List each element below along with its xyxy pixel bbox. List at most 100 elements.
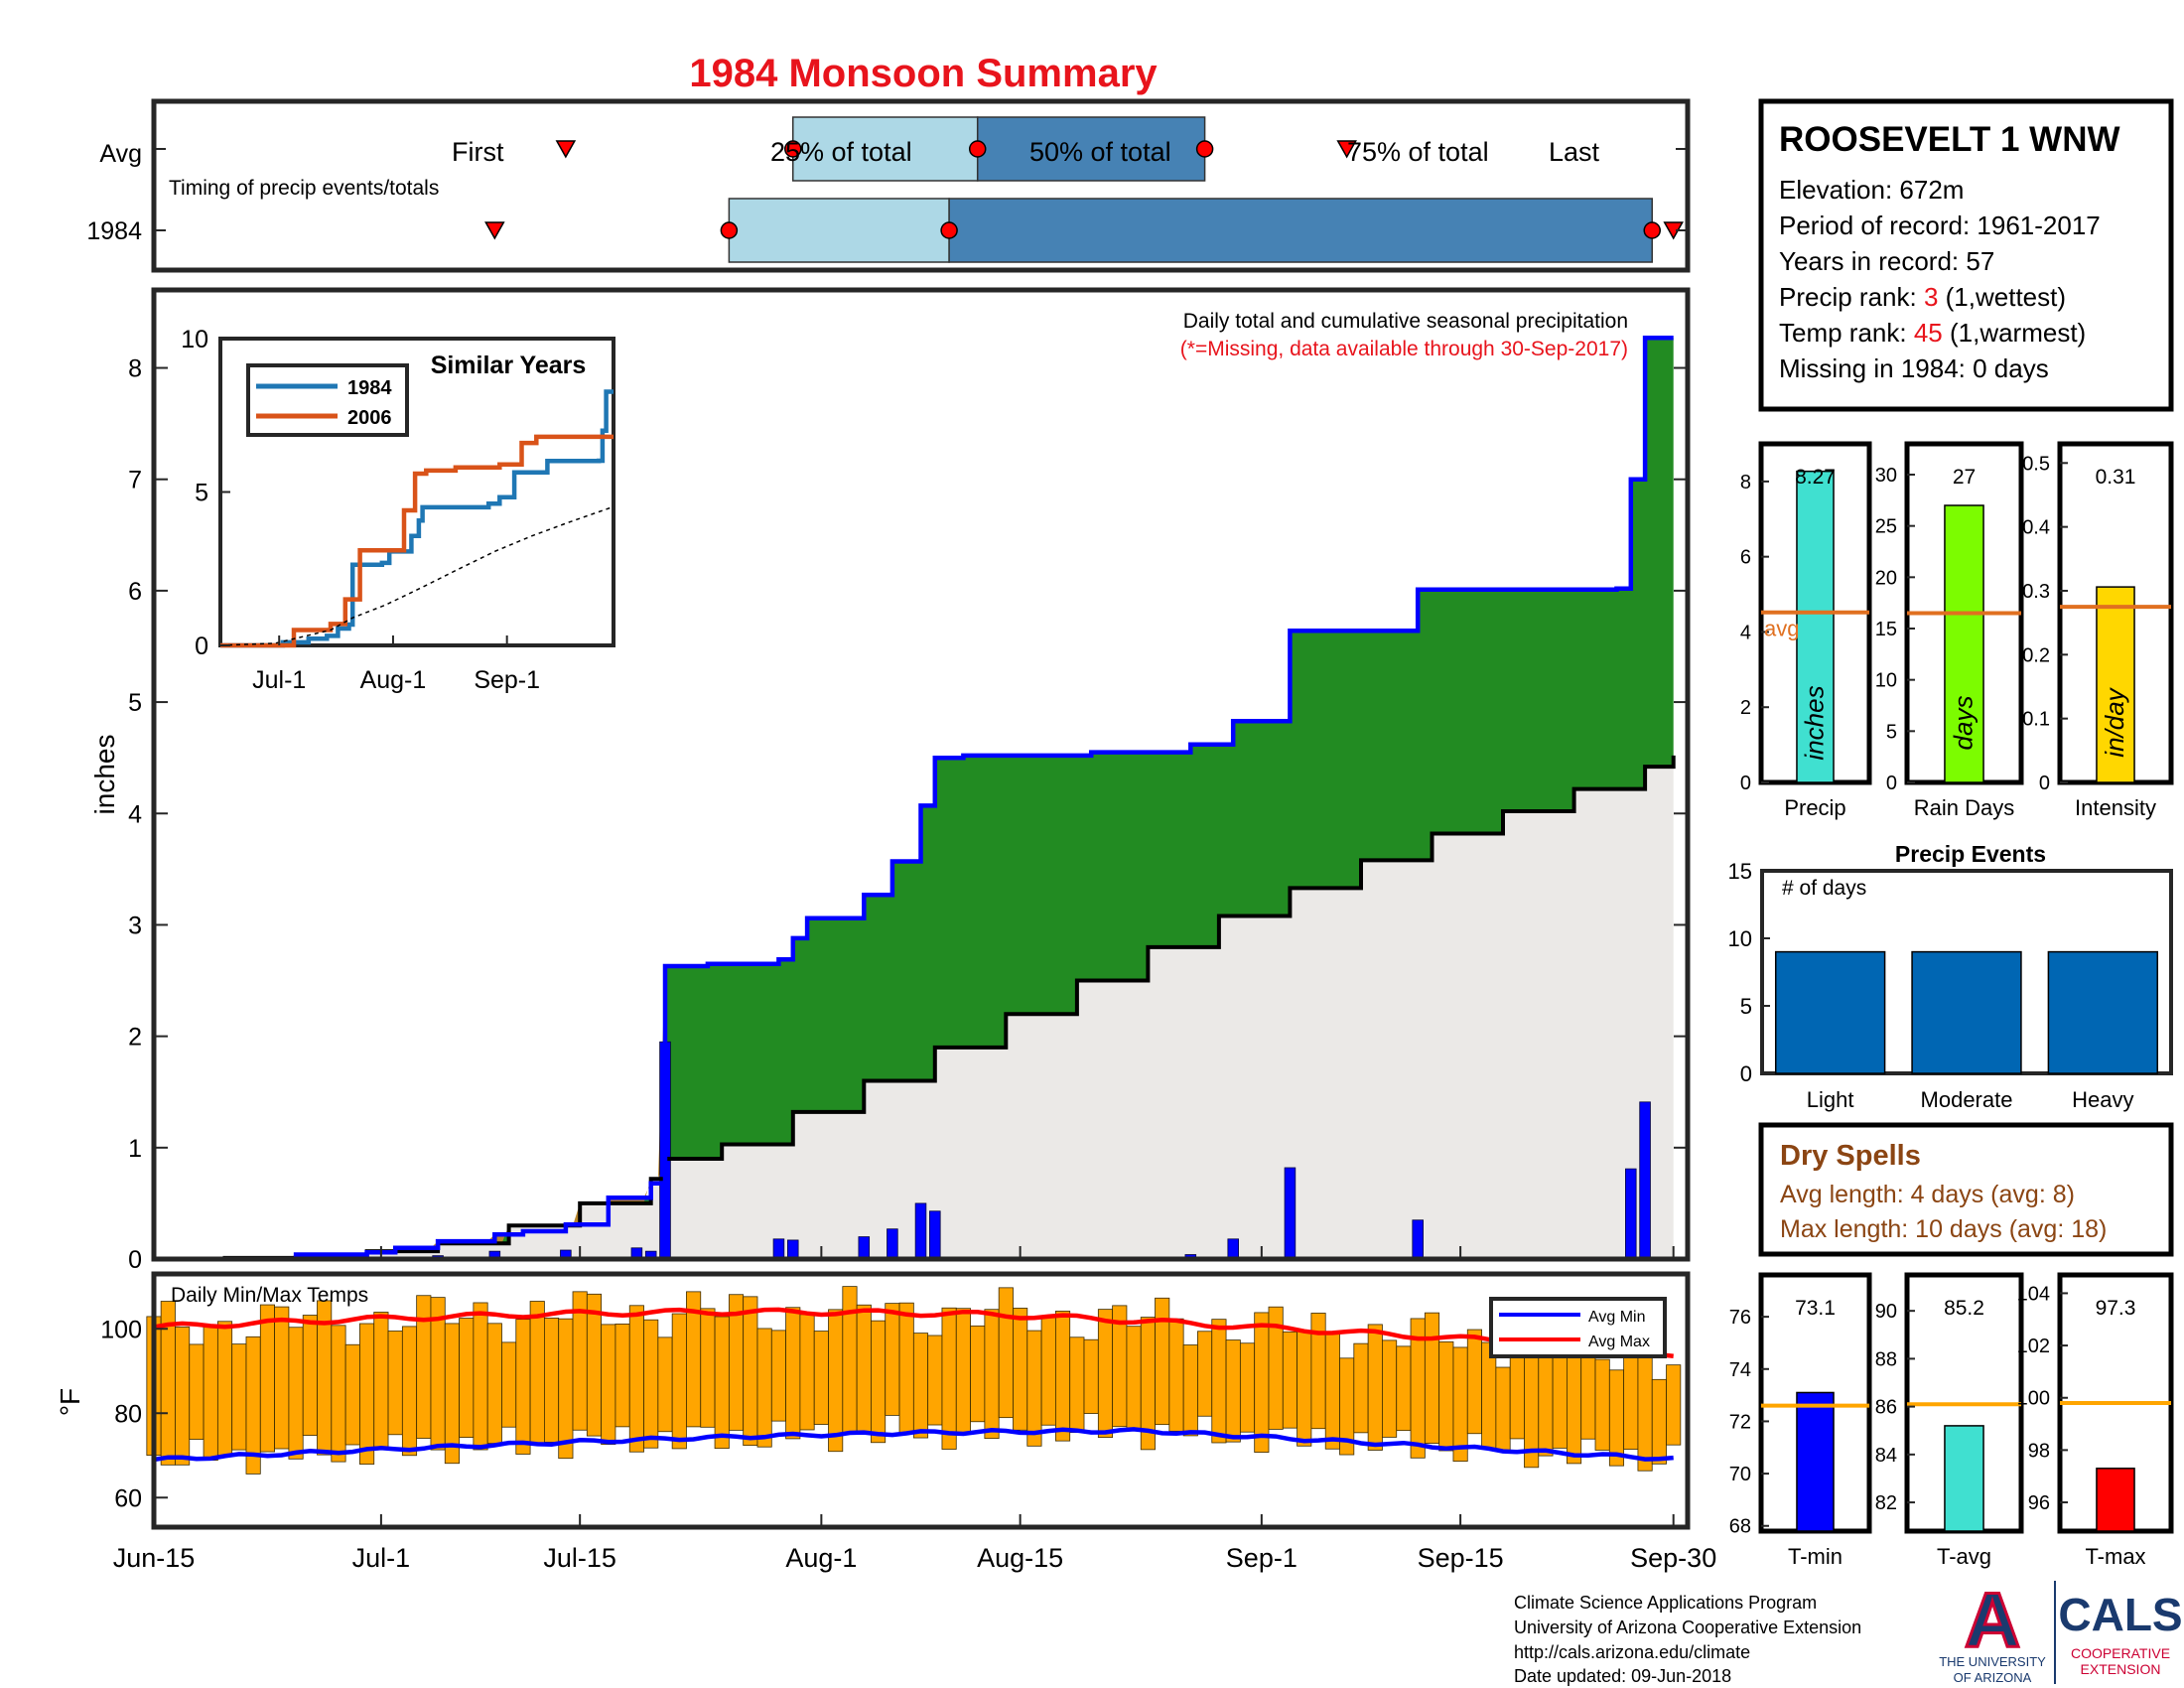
precip_bar-unit-label: inches: [1800, 685, 1830, 760]
daily-temp-bar: [216, 1321, 233, 1457]
inset-ytick-label-1: 5: [195, 480, 208, 507]
intensity_bar-ytick-label-1: 0.1: [2022, 709, 2050, 731]
temp-ytick-label-1: 80: [114, 1400, 142, 1428]
timing-marker-p75-avg: [1195, 140, 1214, 158]
temps-legend-box: [1489, 1297, 1667, 1358]
daily-temp-bar: [671, 1313, 687, 1450]
dry-spells-box: Dry Spells Avg length: 4 days (avg: 8) M…: [1758, 1122, 2174, 1257]
station-period: Period of record: 1961-2017: [1779, 211, 2101, 240]
date-tick-label-4: Aug-15: [977, 1543, 1063, 1573]
legend-avg-max-label: Avg Max: [1588, 1334, 1650, 1350]
intensity_bar-label: Intensity: [2075, 795, 2156, 820]
raindays_bar-label: Rain Days: [1914, 795, 2014, 820]
precip-ytick-label-0: 0: [128, 1246, 142, 1274]
precip_bar-ytick-label-0: 0: [1740, 773, 1751, 794]
daily-temp-bar: [813, 1331, 829, 1425]
inset-series-1984: [220, 389, 614, 648]
daily-temp-bar: [1055, 1311, 1071, 1442]
daily-temp-bar: [828, 1309, 844, 1453]
daily-temp-bar: [1594, 1358, 1610, 1451]
daily-precip-bar-9: [887, 1228, 898, 1260]
tmin_bar-value-bar: [1796, 1391, 1835, 1532]
temps-legend: Avg Min Avg Max: [1489, 1297, 1667, 1358]
daily-temp-bar: [387, 1331, 403, 1436]
events-ytick-label-3: 15: [1728, 859, 1752, 884]
inset-ytick-label-2: 10: [181, 326, 208, 353]
inset-ytick-label-0: 0: [195, 633, 208, 660]
daily-temp-bar: [1239, 1342, 1256, 1433]
daily-temp-bar: [1353, 1342, 1369, 1434]
tmin_bar-ytick-label-2: 72: [1729, 1411, 1751, 1433]
timing-row-label-avg: Avg: [99, 140, 142, 168]
intensity_bar-ytick-label-3: 0.3: [2022, 581, 2050, 603]
daily-temp-bar: [955, 1308, 971, 1435]
tmax_bar-value-bar: [2096, 1468, 2135, 1532]
daily-precip-bar-14: [1284, 1167, 1297, 1260]
daily-temp-bar: [1666, 1364, 1682, 1446]
temps-axes-box: [151, 1271, 1691, 1530]
average-cumulative-area: [154, 755, 1674, 1259]
raindays_bar-ytick-label-2: 10: [1875, 670, 1897, 692]
temp-ytick-label-2: 100: [100, 1316, 142, 1343]
daily-temp-bar: [1013, 1308, 1028, 1431]
daily-temp-bar: [628, 1305, 644, 1453]
date-axis-ticks: Jun-15 Jul-1 Jul-15 Aug-1 Aug-15 Sep-1 Sep-15 S…: [113, 1246, 1716, 1573]
daily-temp-bar: [756, 1328, 772, 1448]
tavg_bar-ytick-label-2: 86: [1875, 1397, 1897, 1419]
inset-marks: [219, 389, 614, 648]
timing-marker-p25-y1984: [720, 221, 739, 239]
precip_bar-ytick-label-1: 2: [1740, 697, 1751, 719]
daily-temp-bar: [1396, 1345, 1412, 1432]
precip_bar-ytick-label-3: 6: [1740, 547, 1751, 569]
temp-y-ticks: 60 80 100: [100, 1316, 168, 1512]
tmin_bar-ytick-label-3: 74: [1729, 1359, 1751, 1381]
daily-temp-bar: [401, 1326, 418, 1457]
legend-1984-label: 1984: [347, 377, 392, 399]
daily-temp-bar: [1495, 1366, 1511, 1451]
date-tick-label-0: Jun-15: [113, 1543, 196, 1573]
daily-temp-bar: [416, 1295, 432, 1439]
daily-temp-bar: [373, 1312, 389, 1448]
tavg_bar-ytick-label-3: 88: [1875, 1348, 1897, 1370]
legend-avg-min-label: Avg Min: [1588, 1309, 1646, 1326]
events-ytick-label-2: 10: [1728, 926, 1752, 951]
dry-spells-max: Max length: 10 days (avg: 18): [1780, 1215, 2107, 1243]
daily-temp-bar: [1382, 1339, 1398, 1438]
timing-label-p25: 25% of total: [770, 137, 912, 167]
precip-ytick-label-2: 2: [128, 1024, 142, 1052]
daily-temp-bar: [1197, 1331, 1213, 1417]
station-temp-rank: Temp rank: 45 (1,warmest): [1779, 318, 2086, 348]
daily-temp-bar: [1452, 1346, 1468, 1463]
precip-events-panel: Precip Events Light Moderate Heavy 0 5 10 15 #…: [1728, 841, 2173, 1112]
precip_bar-avg-label: avg: [1764, 617, 1799, 641]
daily-temp-bar: [529, 1301, 545, 1445]
daily-temp-bar: [799, 1314, 815, 1431]
tmin_bar-value-label: 73.1: [1795, 1297, 1836, 1320]
timing-marker-p25-avg: [784, 140, 802, 158]
precip_bar-ytick-label-4: 8: [1740, 472, 1751, 493]
daily-precip-bar-6: [772, 1238, 785, 1260]
daily-precip-bar-15: [1412, 1219, 1424, 1260]
daily-temp-bar: [785, 1307, 801, 1440]
timing-marker-last-avg: [1336, 140, 1357, 159]
daily-temp-bar: [714, 1316, 730, 1450]
station-missing: Missing in 1984: 0 days: [1779, 353, 2049, 383]
tmax_bar-label: T-max: [2085, 1544, 2145, 1569]
footer-line-4: Date updated: 09-Jun-2018: [1514, 1666, 1731, 1686]
similar-years-inset: 0 5 10 Jul-1 Aug-1 Sep-1 Similar Years 1984 2…: [181, 326, 615, 694]
inset-ticks: 0 5 10 Jul-1 Aug-1 Sep-1: [181, 326, 540, 694]
daily-temp-bar: [1040, 1316, 1056, 1426]
daily-temp-bar: [842, 1286, 858, 1434]
precip-ylabel: inches: [89, 735, 120, 815]
intensity_bar-value-bar: [2096, 586, 2135, 783]
date-tick-label-1: Jul-1: [352, 1543, 411, 1573]
timing-row-label-1984: 1984: [86, 217, 142, 245]
precip-panel: 0 1 2 3 4 5 6 7 8 inches Daily total and cumulat…: [89, 287, 1691, 1274]
events-marks: Light Moderate Heavy 0 5 10 15: [1728, 859, 2159, 1112]
daily-temp-bar: [203, 1325, 218, 1462]
daily-temp-bar: [898, 1302, 914, 1433]
events-title: Precip Events: [1895, 841, 2046, 867]
daily-temp-bar: [1282, 1331, 1297, 1429]
precip-ytick-label-3: 3: [128, 912, 142, 939]
